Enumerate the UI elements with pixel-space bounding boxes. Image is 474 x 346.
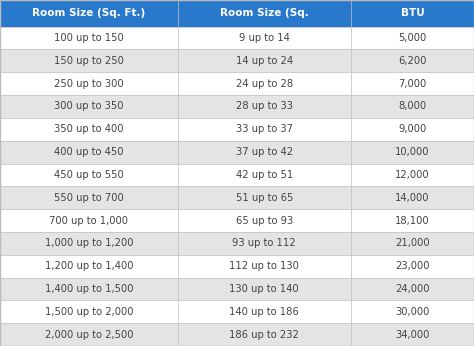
Text: 130 up to 140: 130 up to 140 [229,284,299,294]
Text: 30,000: 30,000 [395,307,429,317]
Text: 1,000 up to 1,200: 1,000 up to 1,200 [45,238,133,248]
Text: 350 up to 400: 350 up to 400 [54,124,124,134]
Bar [178,27,351,49]
Bar [0,255,178,277]
Text: 186 up to 232: 186 up to 232 [229,330,299,339]
Bar [178,164,351,186]
Bar [351,300,474,323]
Bar [351,277,474,300]
Text: Room Size (Sq.: Room Size (Sq. [220,8,309,18]
Text: 1,500 up to 2,000: 1,500 up to 2,000 [45,307,133,317]
Text: 112 up to 130: 112 up to 130 [229,261,299,271]
Bar [0,277,178,300]
Bar [351,232,474,255]
Text: 1,400 up to 1,500: 1,400 up to 1,500 [45,284,133,294]
Text: 400 up to 450: 400 up to 450 [54,147,124,157]
Text: 100 up to 150: 100 up to 150 [54,33,124,43]
Text: 450 up to 550: 450 up to 550 [54,170,124,180]
Bar [351,27,474,49]
Bar [178,49,351,72]
Text: 28 up to 33: 28 up to 33 [236,101,293,111]
Bar [351,141,474,164]
Text: 250 up to 300: 250 up to 300 [54,79,124,89]
Bar [0,232,178,255]
Text: 24 up to 28: 24 up to 28 [236,79,293,89]
Bar [178,141,351,164]
Text: 12,000: 12,000 [395,170,430,180]
Text: Room Size (Sq. Ft.): Room Size (Sq. Ft.) [32,8,146,18]
Bar [351,72,474,95]
Bar [0,72,178,95]
Bar [351,49,474,72]
Bar [351,323,474,346]
Bar [351,209,474,232]
Bar [0,141,178,164]
Text: 24,000: 24,000 [395,284,429,294]
Bar [0,27,178,49]
Text: 300 up to 350: 300 up to 350 [54,101,124,111]
Text: 21,000: 21,000 [395,238,430,248]
Text: 9,000: 9,000 [398,124,427,134]
Bar [351,0,474,27]
Bar [178,323,351,346]
Bar [178,0,351,27]
Text: 33 up to 37: 33 up to 37 [236,124,293,134]
Text: 1,200 up to 1,400: 1,200 up to 1,400 [45,261,133,271]
Text: 8,000: 8,000 [398,101,427,111]
Text: 37 up to 42: 37 up to 42 [236,147,293,157]
Bar [178,277,351,300]
Text: 14,000: 14,000 [395,193,429,203]
Text: 23,000: 23,000 [395,261,429,271]
Bar [0,323,178,346]
Bar [178,300,351,323]
Text: 700 up to 1,000: 700 up to 1,000 [49,216,128,226]
Text: 550 up to 700: 550 up to 700 [54,193,124,203]
Text: 140 up to 186: 140 up to 186 [229,307,299,317]
Text: 14 up to 24: 14 up to 24 [236,56,293,66]
Bar [0,300,178,323]
Text: 150 up to 250: 150 up to 250 [54,56,124,66]
Text: 6,200: 6,200 [398,56,427,66]
Text: 7,000: 7,000 [398,79,427,89]
Text: BTU: BTU [401,8,424,18]
Bar [351,164,474,186]
Bar [0,0,178,27]
Text: 42 up to 51: 42 up to 51 [236,170,293,180]
Bar [178,255,351,277]
Bar [0,209,178,232]
Bar [351,186,474,209]
Text: 18,100: 18,100 [395,216,430,226]
Bar [178,95,351,118]
Bar [178,72,351,95]
Text: 93 up to 112: 93 up to 112 [232,238,296,248]
Text: 2,000 up to 2,500: 2,000 up to 2,500 [45,330,133,339]
Bar [0,49,178,72]
Bar [0,186,178,209]
Text: 34,000: 34,000 [395,330,429,339]
Bar [0,118,178,141]
Text: 9 up to 14: 9 up to 14 [239,33,290,43]
Bar [0,95,178,118]
Text: 51 up to 65: 51 up to 65 [236,193,293,203]
Bar [178,118,351,141]
Bar [0,164,178,186]
Bar [178,232,351,255]
Text: 5,000: 5,000 [398,33,427,43]
Bar [351,255,474,277]
Bar [178,186,351,209]
Bar [178,209,351,232]
Text: 65 up to 93: 65 up to 93 [236,216,293,226]
Bar [351,95,474,118]
Bar [351,118,474,141]
Text: 10,000: 10,000 [395,147,429,157]
